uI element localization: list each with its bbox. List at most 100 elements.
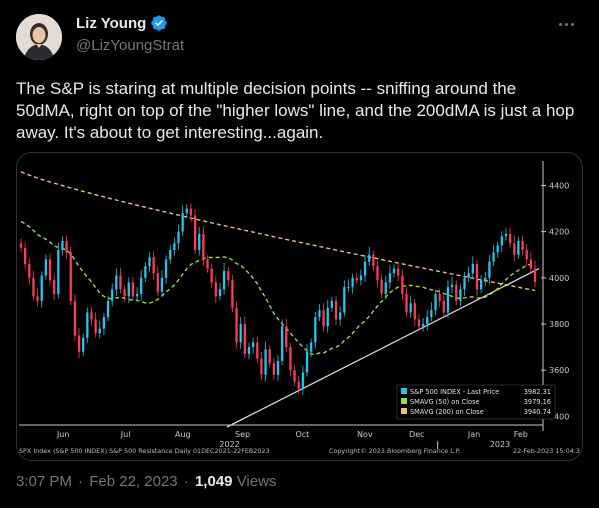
candle-body: [61, 240, 64, 251]
candle-body: [334, 300, 338, 320]
candle-body: [310, 342, 313, 352]
candle-body: [202, 233, 205, 260]
candle-body: [305, 351, 309, 373]
candle-body: [438, 294, 441, 301]
candle-body: [148, 257, 151, 267]
candle-body: [397, 268, 400, 276]
candle-body: [131, 282, 135, 297]
candle-body: [421, 324, 425, 327]
y-tick-label: 3800: [549, 320, 569, 329]
author-handle[interactable]: @LizYoungStrat: [76, 37, 185, 54]
candle-body: [359, 275, 363, 281]
chart-footer-center: Copyright© 2023 Bloomberg Finance L.P.: [329, 447, 461, 455]
candle-body: [281, 326, 284, 361]
candle-body: [363, 261, 367, 276]
candle-body: [144, 266, 147, 278]
candle-body: [525, 250, 528, 260]
candle-body: [44, 259, 48, 276]
y-tick-label: 4200: [549, 228, 569, 237]
candle-body: [82, 337, 85, 352]
candle-body: [479, 280, 483, 290]
candle-body: [243, 324, 246, 355]
candle-body: [119, 275, 122, 290]
candle-body: [426, 317, 429, 325]
candle-body: [98, 328, 101, 334]
y-tick-label: 3600: [549, 366, 569, 375]
candle-body: [388, 273, 392, 283]
candle-body: [347, 287, 350, 289]
candle-body: [322, 310, 325, 327]
candle-body: [189, 208, 193, 216]
candle-body: [351, 277, 354, 288]
candle-body: [430, 310, 433, 318]
candle-body: [517, 240, 520, 255]
candle-body: [272, 363, 275, 375]
candle-body: [417, 319, 421, 327]
candle-body: [214, 282, 217, 297]
meta-separator-2: ·: [183, 473, 189, 490]
candle-body: [450, 284, 454, 288]
author-name[interactable]: Liz Young: [76, 14, 147, 32]
chart-footer-left: SPX Index (S&P 500 INDEX) S&P 500 Resist…: [19, 447, 270, 455]
x-tick-label: Feb: [514, 430, 528, 439]
legend-swatch: [401, 388, 407, 394]
candle-body: [210, 268, 213, 283]
candle-body: [127, 282, 130, 297]
candle-body: [413, 303, 416, 320]
x-tick-label: Jul: [120, 430, 131, 439]
candle-body: [463, 277, 466, 290]
candle-body: [504, 233, 508, 237]
candle-body: [57, 250, 60, 294]
candle-body: [40, 275, 43, 301]
more-options-icon[interactable]: [559, 18, 579, 30]
candle-body: [384, 282, 387, 294]
candle-body: [160, 277, 164, 292]
candle-body: [264, 349, 267, 375]
candle-body: [48, 259, 52, 281]
candle-body: [77, 335, 81, 352]
candle-body: [140, 277, 143, 294]
candle-body: [69, 252, 72, 301]
candle-body: [115, 275, 118, 290]
candle-body: [392, 268, 396, 274]
candle-body: [53, 280, 56, 294]
candle-body: [135, 294, 139, 297]
candle-body: [475, 263, 479, 290]
x-tick-label: Nov: [357, 430, 373, 439]
tweet-time[interactable]: 3:07 PM: [16, 473, 72, 490]
candle-body: [19, 243, 23, 248]
legend-label: SMAVG (50) on Close: [410, 398, 480, 406]
candle-body: [260, 358, 263, 375]
candle-body: [492, 252, 495, 262]
candle-body: [164, 259, 168, 278]
y-tick-label: 3400: [549, 412, 569, 421]
higher-lows-trendline: [226, 268, 540, 428]
candle-body: [235, 307, 238, 343]
candle-body: [513, 243, 516, 255]
candle-body: [285, 326, 288, 348]
candle-body: [256, 342, 259, 359]
legend-label: S&P 500 INDEX - Last Price: [410, 388, 499, 396]
candle-body: [86, 312, 89, 338]
candle-body: [289, 347, 292, 371]
candle-body: [73, 300, 77, 336]
candle-body: [28, 263, 31, 278]
candle-body: [301, 372, 305, 389]
legend-value: 3940.74: [524, 408, 551, 416]
candle-body: [111, 289, 114, 301]
avatar[interactable]: [16, 14, 62, 60]
meta-separator: ·: [78, 473, 84, 490]
candle-body: [239, 324, 242, 343]
x-year-label: 2022: [219, 440, 239, 449]
y-tick-label: 4000: [549, 274, 569, 283]
candle-body: [297, 381, 300, 389]
candle-body: [276, 360, 280, 375]
sma50-line: [20, 220, 536, 356]
x-tick-label: Dec: [409, 430, 424, 439]
legend-label: SMAVG (200) on Close: [410, 408, 484, 416]
candle-body: [409, 303, 412, 313]
candle-body: [380, 280, 383, 294]
tweet-date[interactable]: Feb 22, 2023: [89, 473, 178, 490]
chart-image[interactable]: 4400 4200 4000 3800 3600 3400 Jun Jul Aug Sep Oct…: [16, 152, 583, 461]
x-tick-label: Aug: [175, 430, 191, 439]
